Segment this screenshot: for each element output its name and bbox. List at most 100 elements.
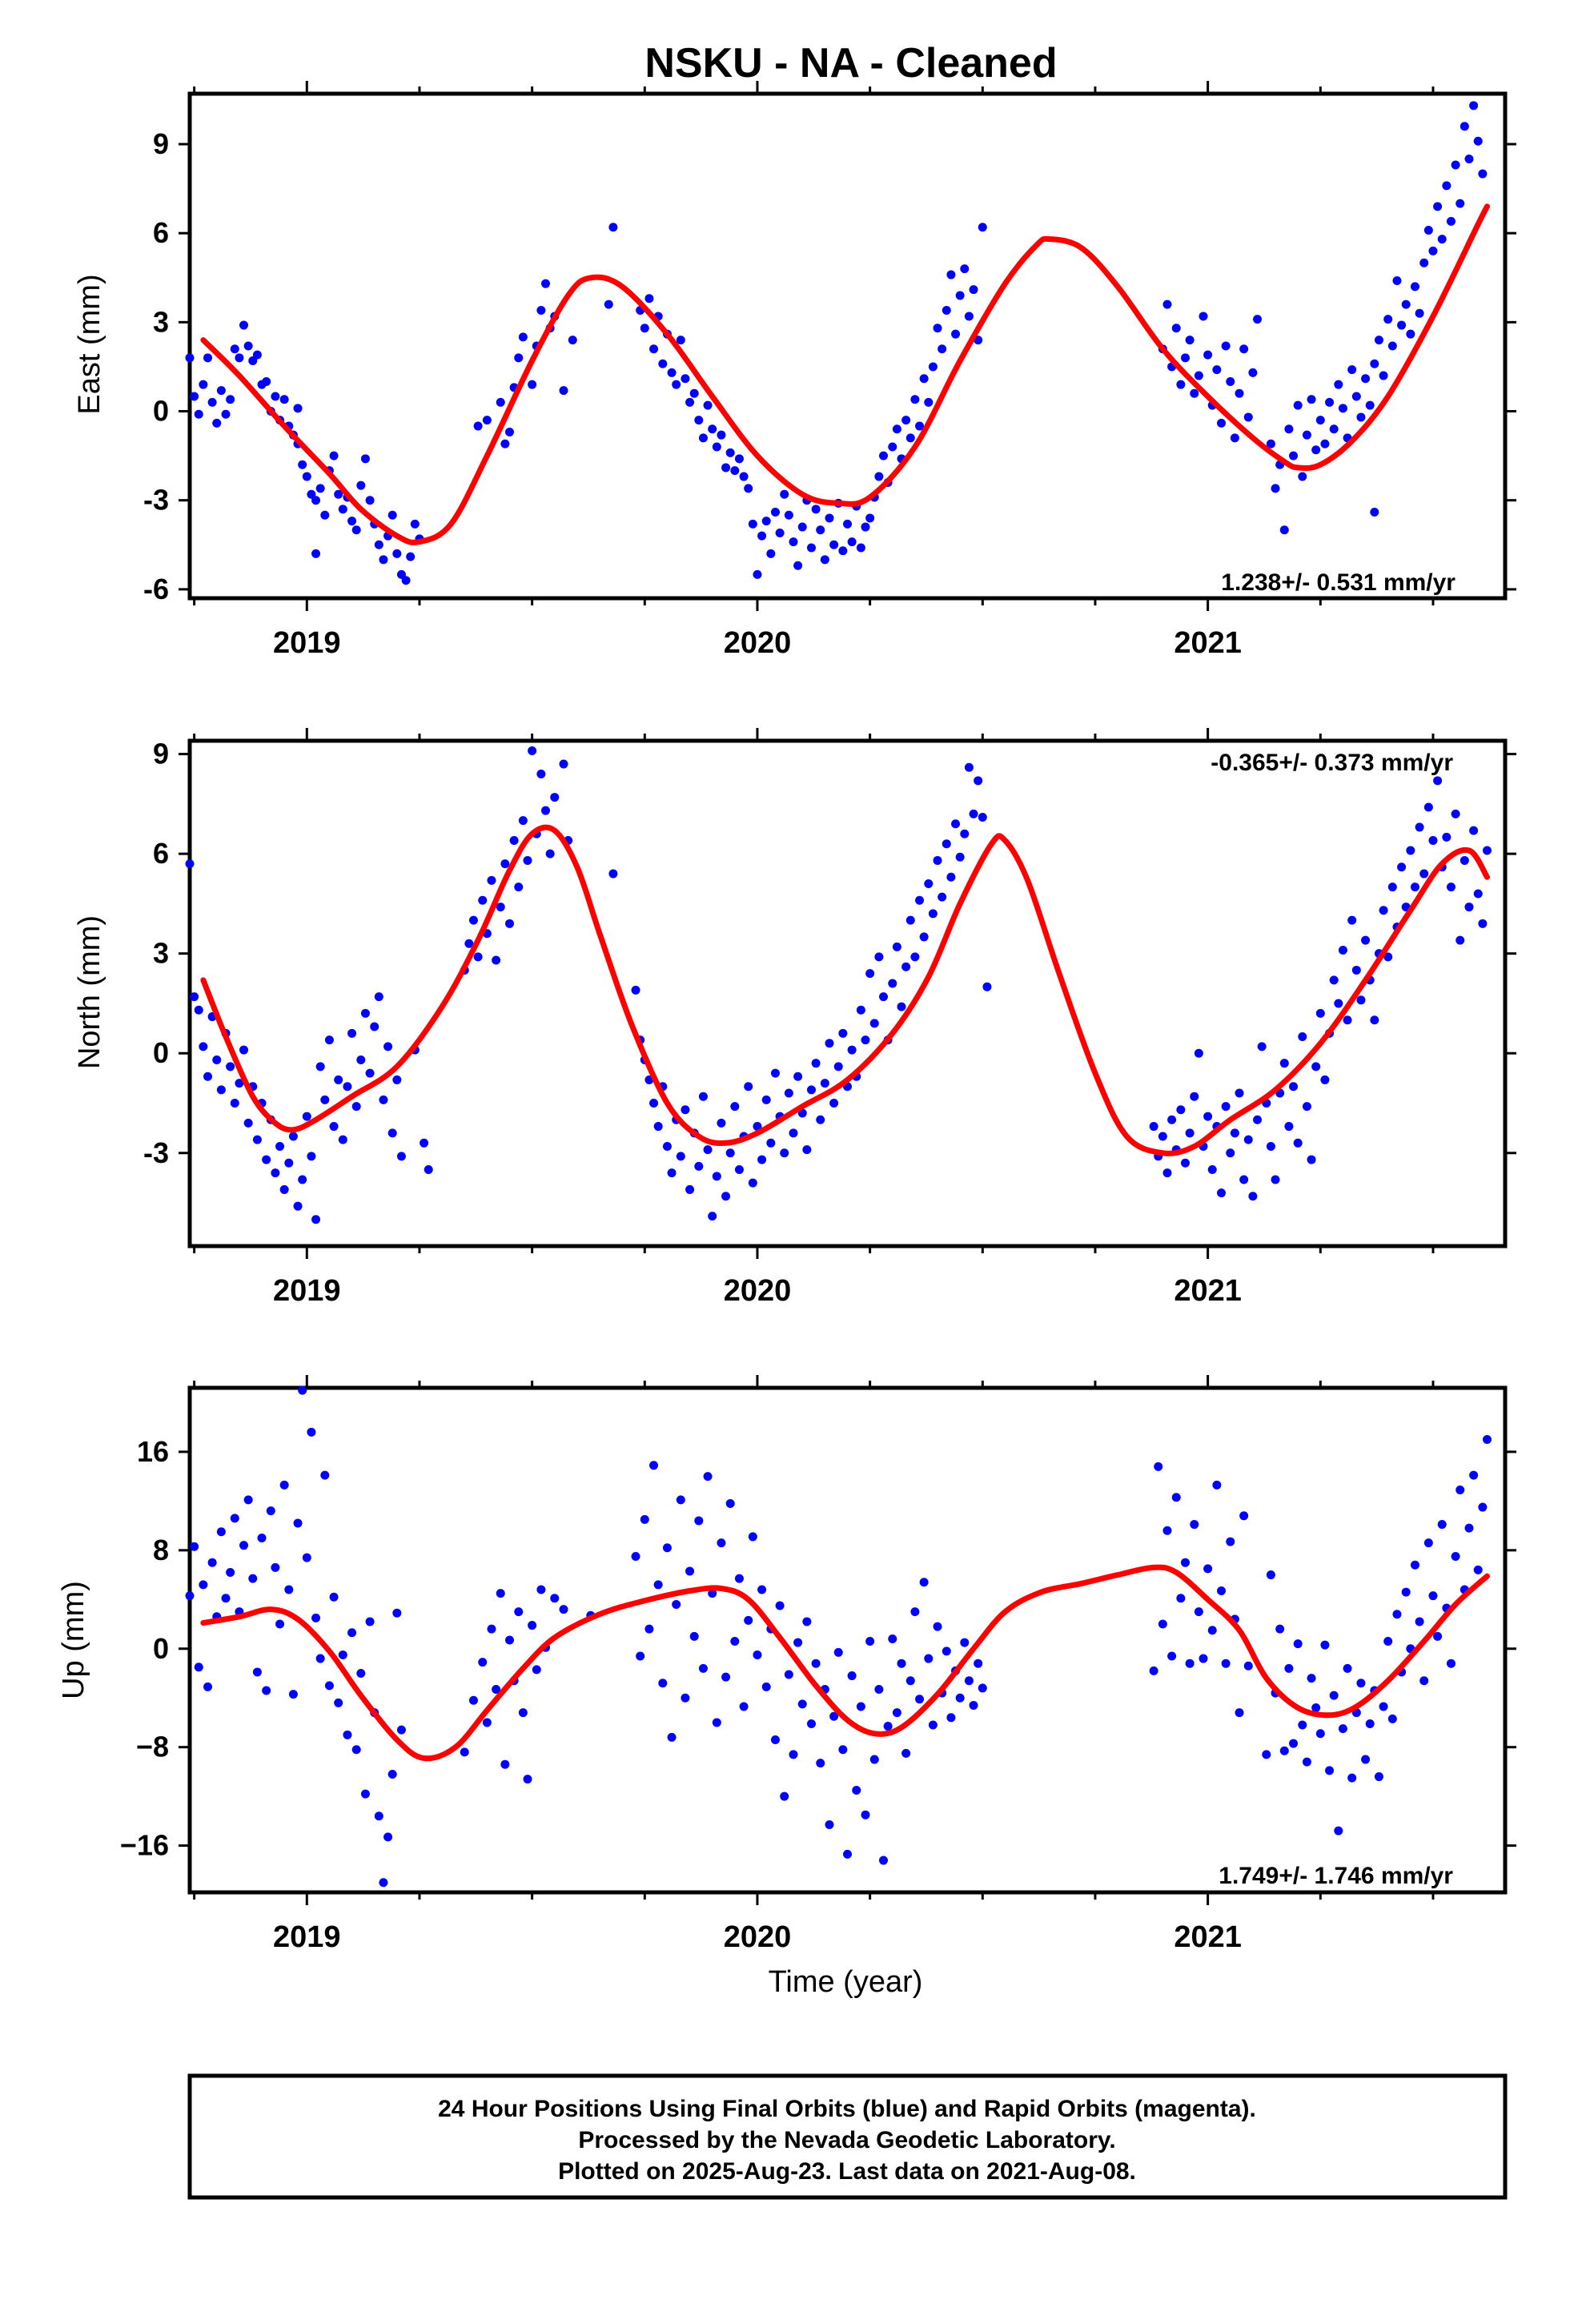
footnote-box: 24 Hour Positions Using Final Orbits (bl… <box>187 2073 1508 2200</box>
up-data-point <box>915 1695 925 1704</box>
up-data-point <box>974 1659 983 1668</box>
up-data-point <box>843 1849 852 1859</box>
north-data-point <box>1279 1059 1289 1068</box>
east-data-point <box>1464 155 1474 164</box>
east-data-point <box>1383 315 1393 324</box>
north-data-point <box>653 1122 663 1132</box>
east-data-point <box>1406 329 1415 339</box>
north-data-point <box>536 770 546 779</box>
east-data-point <box>757 531 767 541</box>
up-data-point <box>338 1650 347 1659</box>
north-data-point <box>1383 952 1393 962</box>
north-data-point <box>938 892 947 902</box>
east-data-point <box>703 400 713 410</box>
up-data-point <box>816 1759 825 1768</box>
up-data-point <box>392 1608 402 1618</box>
up-data-point <box>329 1592 339 1602</box>
north-data-point <box>915 895 925 905</box>
east-data-point <box>1230 433 1239 443</box>
north-ytick-label: 0 <box>153 1036 169 1069</box>
east-data-point <box>640 324 649 333</box>
up-data-point <box>676 1495 685 1505</box>
north-data-point <box>1253 1115 1263 1124</box>
up-ytick-label: −16 <box>120 1829 169 1862</box>
up-data-point <box>559 1605 568 1614</box>
north-data-point <box>302 1112 311 1121</box>
east-data-point <box>843 519 852 529</box>
up-xtick-label: 2019 <box>273 1920 341 1954</box>
up-data-point <box>1298 1720 1307 1730</box>
east-data-point <box>816 525 825 535</box>
east-data-point <box>401 576 411 585</box>
east-data-point <box>1185 336 1195 345</box>
up-data-point <box>833 1647 843 1657</box>
north-data-point <box>392 1075 402 1084</box>
east-data-point <box>279 395 289 404</box>
north-data-point <box>1289 1082 1299 1092</box>
north-data-point <box>1221 1102 1231 1112</box>
east-data-point <box>216 386 226 396</box>
north-data-point <box>239 1045 249 1055</box>
east-data-point <box>1311 445 1321 455</box>
up-data-point <box>1361 1755 1371 1764</box>
east-data-point <box>1397 320 1407 330</box>
east-data-point <box>302 472 311 481</box>
north-data-point <box>955 852 965 862</box>
north-data-point <box>1235 1088 1244 1098</box>
up-data-point <box>969 1700 978 1710</box>
up-data-point <box>1469 1470 1479 1480</box>
east-data-point <box>518 332 528 342</box>
north-data-point <box>1266 1141 1275 1151</box>
north-data-point <box>235 1079 244 1088</box>
east-data-point <box>1387 341 1397 351</box>
up-data-point <box>365 1617 375 1626</box>
up-data-point <box>1158 1619 1167 1629</box>
east-data-point <box>698 433 708 443</box>
north-data-point <box>1356 995 1366 1005</box>
up-data-point <box>279 1480 289 1490</box>
up-data-point <box>514 1607 524 1617</box>
east-data-point <box>721 463 731 472</box>
east-data-point <box>1298 472 1307 481</box>
east-data-point <box>1284 424 1294 434</box>
up-data-point <box>311 1613 321 1622</box>
north-data-point <box>1302 1102 1311 1112</box>
up-data-point <box>905 1676 915 1686</box>
east-data-point <box>190 392 199 401</box>
up-data-point <box>739 1702 749 1711</box>
north-data-point <box>780 1148 789 1158</box>
up-xtick-label: 2021 <box>1174 1920 1242 1954</box>
north-data-point <box>712 1172 721 1181</box>
up-data-point <box>708 1589 717 1598</box>
up-data-point <box>933 1622 942 1631</box>
north-data-point <box>1185 1128 1195 1138</box>
north-data-point <box>351 1102 361 1112</box>
up-data-point <box>347 1628 357 1638</box>
east-data-point <box>320 510 330 520</box>
north-data-point <box>230 1098 239 1108</box>
north-data-point <box>1167 1115 1177 1124</box>
north-data-point <box>550 793 560 802</box>
east-data-point <box>360 454 370 464</box>
up-data-point <box>888 1634 897 1643</box>
up-data-point <box>797 1699 807 1709</box>
north-data-point <box>708 1212 717 1221</box>
north-ytick-label: 6 <box>153 837 169 870</box>
north-data-point <box>1446 883 1456 892</box>
up-data-point <box>307 1427 316 1437</box>
north-data-point <box>608 869 618 879</box>
east-data-point <box>856 543 865 553</box>
north-data-point <box>1442 832 1452 842</box>
north-data-point <box>721 1192 731 1201</box>
east-data-point <box>1334 380 1343 389</box>
east-ytick-label: 3 <box>153 305 169 338</box>
east-data-point <box>1302 430 1311 440</box>
north-data-point <box>766 1138 776 1148</box>
east-data-point <box>1365 400 1375 410</box>
east-data-point <box>685 397 695 407</box>
north-data-point <box>559 759 568 769</box>
north-data-point <box>879 992 889 1002</box>
east-data-point <box>504 427 514 436</box>
up-data-point <box>288 1690 298 1699</box>
